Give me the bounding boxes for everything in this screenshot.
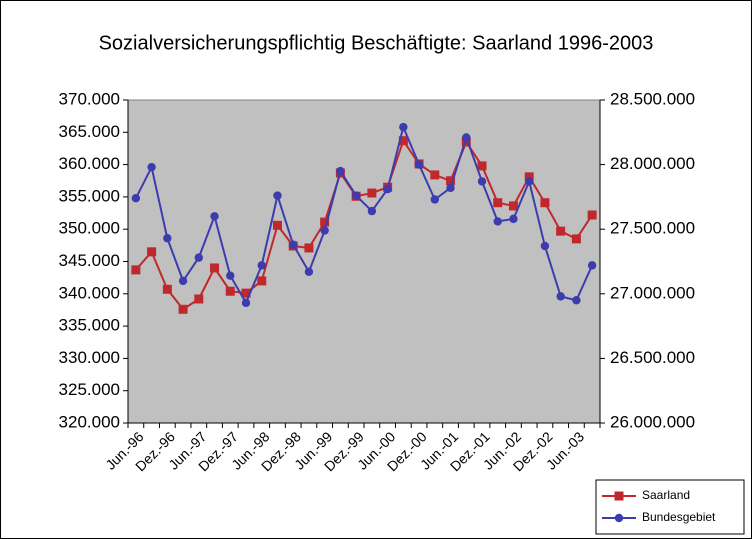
y2-tick-label: 27.500.000: [610, 219, 695, 238]
data-point: [178, 276, 188, 286]
series-line: [135, 123, 594, 306]
data-point: [430, 195, 439, 204]
legend-label: Saarland: [642, 488, 690, 502]
y-tick-label: 340.000: [59, 283, 120, 302]
data-point: [304, 267, 314, 277]
data-point: [399, 122, 408, 132]
data-point: [508, 201, 518, 211]
data-point: [320, 217, 330, 227]
data-point: [336, 166, 345, 176]
y-tick-label: 330.000: [59, 348, 120, 367]
y-tick-label: 345.000: [59, 251, 120, 270]
data-point: [194, 294, 204, 304]
data-point: [477, 161, 487, 171]
data-point: [540, 241, 550, 251]
y-tick-label: 320.000: [59, 412, 120, 431]
data-point: [556, 226, 566, 236]
data-point: [147, 162, 156, 172]
data-point: [272, 220, 282, 230]
y-tick-label: 355.000: [59, 186, 120, 205]
data-point: [351, 191, 361, 200]
y-tick-label: 365.000: [59, 122, 120, 141]
data-point: [162, 284, 172, 294]
legend-box: [595, 479, 745, 535]
data-point: [556, 292, 565, 301]
data-point: [571, 234, 581, 244]
data-point: [304, 243, 314, 253]
data-point: [493, 217, 502, 226]
data-point: [257, 261, 266, 270]
data-point: [446, 176, 456, 186]
data-point: [430, 170, 440, 180]
y2-tick-label: 26.000.000: [610, 412, 695, 431]
data-point: [587, 210, 597, 220]
data-point: [210, 212, 219, 221]
chart-title: Sozialversicherungspflichtig Beschäftigt…: [99, 32, 654, 54]
data-point: [477, 177, 487, 186]
data-point: [572, 296, 581, 305]
data-point: [241, 288, 251, 298]
data-point: [461, 137, 471, 147]
y-tick-label: 335.000: [59, 316, 120, 335]
legend-marker: [614, 491, 624, 501]
data-point: [493, 198, 503, 208]
data-point: [367, 188, 377, 198]
data-point: [131, 265, 141, 275]
y2-tick-label: 27.000.000: [610, 283, 695, 302]
y2-tick-label: 26.500.000: [610, 348, 695, 367]
data-point: [320, 226, 329, 235]
data-point: [383, 184, 392, 194]
data-point: [524, 172, 534, 182]
data-point: [131, 193, 141, 203]
data-point: [446, 183, 455, 193]
data-point: [273, 191, 282, 200]
data-point: [257, 276, 267, 286]
data-point: [225, 286, 235, 296]
data-point: [241, 298, 251, 308]
data-point: [163, 234, 172, 243]
y2-tick-label: 28.000.000: [610, 154, 695, 173]
data-point: [587, 261, 597, 270]
legend-marker: [614, 513, 624, 523]
data-point: [525, 177, 534, 186]
data-point: [509, 214, 518, 224]
data-point: [462, 133, 471, 142]
data-point: [367, 206, 377, 216]
data-point: [210, 263, 220, 273]
data-point: [147, 247, 157, 257]
y-tick-label: 350.000: [59, 219, 120, 238]
data-point: [398, 136, 408, 146]
y-tick-label: 360.000: [59, 154, 120, 173]
data-point: [194, 253, 203, 262]
data-point: [226, 271, 235, 280]
y-tick-label: 370.000: [59, 89, 120, 108]
data-point: [540, 198, 550, 208]
data-point: [289, 240, 298, 249]
y-tick-label: 325.000: [59, 380, 120, 399]
y2-tick-label: 28.500.000: [610, 89, 695, 108]
data-point: [414, 160, 424, 169]
legend-label: Bundesgebiet: [642, 510, 716, 524]
plot-area: [127, 99, 601, 424]
data-point: [178, 304, 188, 314]
series-line: [135, 138, 593, 311]
